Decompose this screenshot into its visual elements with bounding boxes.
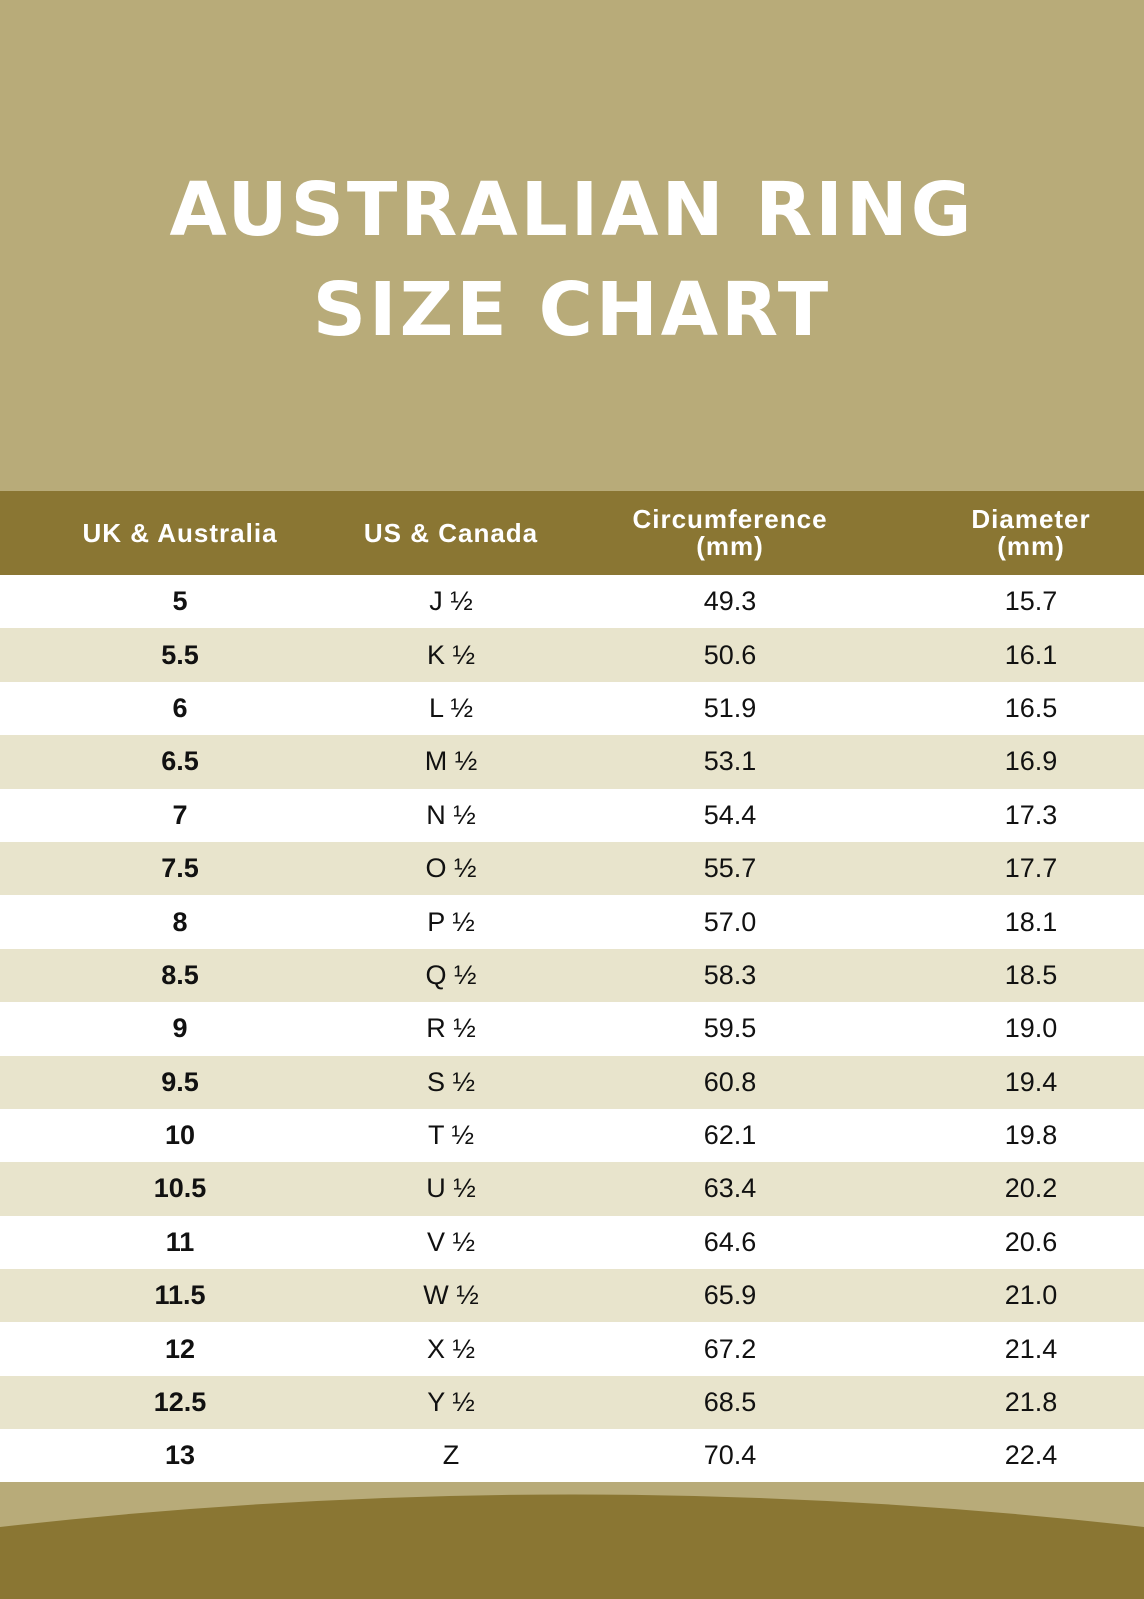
circumference-value: 63.4 bbox=[703, 1173, 757, 1204]
us-canada-size: L ½ bbox=[428, 692, 474, 723]
uk-australia-size: 12 bbox=[164, 1333, 196, 1364]
header-uk-australia: UK & Australia bbox=[82, 517, 278, 548]
diameter-value: 16.1 bbox=[1004, 639, 1058, 670]
page-title: AUSTRALIAN RING SIZE CHART bbox=[0, 160, 1144, 360]
uk-australia-size: 8 bbox=[172, 906, 188, 937]
diameter-value: 18.5 bbox=[1004, 959, 1058, 990]
circumference-value: 50.6 bbox=[703, 639, 757, 670]
table-row: 5.5 K ½ 50.6 16.1 bbox=[0, 628, 1144, 682]
us-canada-size: S ½ bbox=[426, 1066, 476, 1097]
us-canada-size: Z bbox=[442, 1440, 460, 1471]
circumference-value: 58.3 bbox=[703, 959, 757, 990]
table-row: 12 X ½ 67.2 21.4 bbox=[0, 1322, 1144, 1376]
ring-size-table: UK & Australia US & Canada Circumference… bbox=[0, 491, 1144, 1483]
table-row: 12.5 Y ½ 68.5 21.8 bbox=[0, 1375, 1144, 1430]
title-line-1: AUSTRALIAN RING bbox=[169, 167, 975, 253]
uk-australia-size: 6 bbox=[172, 692, 188, 723]
header-diameter: Diameter (mm) bbox=[971, 504, 1091, 561]
us-canada-size: V ½ bbox=[426, 1226, 476, 1257]
us-canada-size: K ½ bbox=[426, 639, 476, 670]
table-row: 8 P ½ 57.0 18.1 bbox=[0, 895, 1144, 949]
header-circumference: Circumference (mm) bbox=[632, 504, 828, 561]
circumference-value: 53.1 bbox=[703, 746, 757, 777]
circumference-value: 57.0 bbox=[703, 906, 757, 937]
diameter-value: 16.5 bbox=[1004, 692, 1058, 723]
table-row: 13 Z 70.4 22.4 bbox=[0, 1429, 1144, 1483]
circumference-value: 60.8 bbox=[703, 1066, 757, 1097]
table-row: 9 R ½ 59.5 19.0 bbox=[0, 1002, 1144, 1056]
table-row: 10 T ½ 62.1 19.8 bbox=[0, 1108, 1144, 1163]
uk-australia-size: 5.5 bbox=[161, 639, 199, 670]
us-canada-size: P ½ bbox=[427, 906, 475, 937]
diameter-value: 19.0 bbox=[1004, 1013, 1058, 1044]
header-us-canada: US & Canada bbox=[363, 517, 539, 548]
diameter-value: 15.7 bbox=[1004, 586, 1058, 617]
uk-australia-size: 12.5 bbox=[153, 1387, 207, 1418]
diameter-value: 19.4 bbox=[1004, 1066, 1058, 1097]
us-canada-size: T ½ bbox=[427, 1120, 475, 1151]
us-canada-size: Q ½ bbox=[425, 959, 477, 990]
us-canada-size: Y ½ bbox=[427, 1387, 475, 1418]
table-body: 5 J ½ 49.3 15.7 5.5 K ½ 50.6 16.1 6 L ½ 51.9 16.5 6.… bbox=[0, 575, 1144, 1483]
circumference-value: 68.5 bbox=[703, 1387, 757, 1418]
table-row: 11.5 W ½ 65.9 21.0 bbox=[0, 1269, 1144, 1323]
circumference-value: 49.3 bbox=[703, 586, 757, 617]
table-row: 11 V ½ 64.6 20.6 bbox=[0, 1215, 1144, 1270]
title-line-2: SIZE CHART bbox=[312, 267, 832, 353]
diameter-value: 21.0 bbox=[1004, 1280, 1058, 1311]
uk-australia-size: 10.5 bbox=[153, 1173, 207, 1204]
us-canada-size: W ½ bbox=[423, 1280, 479, 1311]
circumference-value: 54.4 bbox=[703, 799, 757, 830]
uk-australia-size: 11 bbox=[165, 1226, 195, 1257]
circumference-value: 51.9 bbox=[703, 692, 757, 723]
us-canada-size: N ½ bbox=[426, 799, 476, 830]
diameter-value: 17.3 bbox=[1004, 799, 1058, 830]
circumference-value: 64.6 bbox=[703, 1226, 757, 1257]
uk-australia-size: 11.5 bbox=[154, 1280, 206, 1311]
table-row: 5 J ½ 49.3 15.7 bbox=[0, 575, 1144, 629]
circumference-value: 55.7 bbox=[703, 853, 757, 884]
circumference-value: 59.5 bbox=[703, 1013, 757, 1044]
uk-australia-size: 13 bbox=[164, 1440, 196, 1471]
us-canada-size: O ½ bbox=[425, 853, 477, 884]
us-canada-size: X ½ bbox=[426, 1333, 476, 1364]
diameter-value: 20.6 bbox=[1004, 1226, 1058, 1257]
uk-australia-size: 6.5 bbox=[161, 746, 199, 777]
circumference-value: 65.9 bbox=[703, 1280, 757, 1311]
diameter-value: 20.2 bbox=[1004, 1173, 1058, 1204]
us-canada-size: J ½ bbox=[429, 586, 473, 617]
circumference-value: 70.4 bbox=[703, 1440, 757, 1471]
table-row: 9.5 S ½ 60.8 19.4 bbox=[0, 1055, 1144, 1109]
table-row: 7 N ½ 54.4 17.3 bbox=[0, 788, 1144, 842]
uk-australia-size: 9.5 bbox=[161, 1066, 199, 1097]
uk-australia-size: 8.5 bbox=[161, 959, 199, 990]
diameter-value: 21.4 bbox=[1004, 1333, 1058, 1364]
diameter-value: 17.7 bbox=[1004, 853, 1058, 884]
circumference-value: 62.1 bbox=[703, 1120, 757, 1151]
diameter-value: 22.4 bbox=[1004, 1440, 1058, 1471]
us-canada-size: M ½ bbox=[424, 746, 478, 777]
table-row: 6 L ½ 51.9 16.5 bbox=[0, 681, 1144, 736]
table-row: 8.5 Q ½ 58.3 18.5 bbox=[0, 948, 1144, 1003]
diameter-value: 16.9 bbox=[1004, 746, 1058, 777]
diameter-value: 21.8 bbox=[1004, 1387, 1058, 1418]
table-row: 10.5 U ½ 63.4 20.2 bbox=[0, 1162, 1144, 1216]
table-header: UK & Australia US & Canada Circumference… bbox=[0, 491, 1144, 575]
uk-australia-size: 7 bbox=[172, 799, 188, 830]
us-canada-size: R ½ bbox=[426, 1013, 476, 1044]
table-row: 6.5 M ½ 53.1 16.9 bbox=[0, 735, 1144, 789]
uk-australia-size: 9 bbox=[172, 1013, 188, 1044]
diameter-value: 18.1 bbox=[1004, 906, 1058, 937]
us-canada-size: U ½ bbox=[426, 1173, 476, 1204]
diameter-value: 19.8 bbox=[1004, 1120, 1058, 1151]
uk-australia-size: 10 bbox=[164, 1120, 196, 1151]
table-row: 7.5 O ½ 55.7 17.7 bbox=[0, 841, 1144, 896]
footer-arc-decoration bbox=[0, 1482, 1144, 1599]
uk-australia-size: 7.5 bbox=[161, 853, 199, 884]
circumference-value: 67.2 bbox=[703, 1333, 757, 1364]
uk-australia-size: 5 bbox=[172, 586, 188, 617]
